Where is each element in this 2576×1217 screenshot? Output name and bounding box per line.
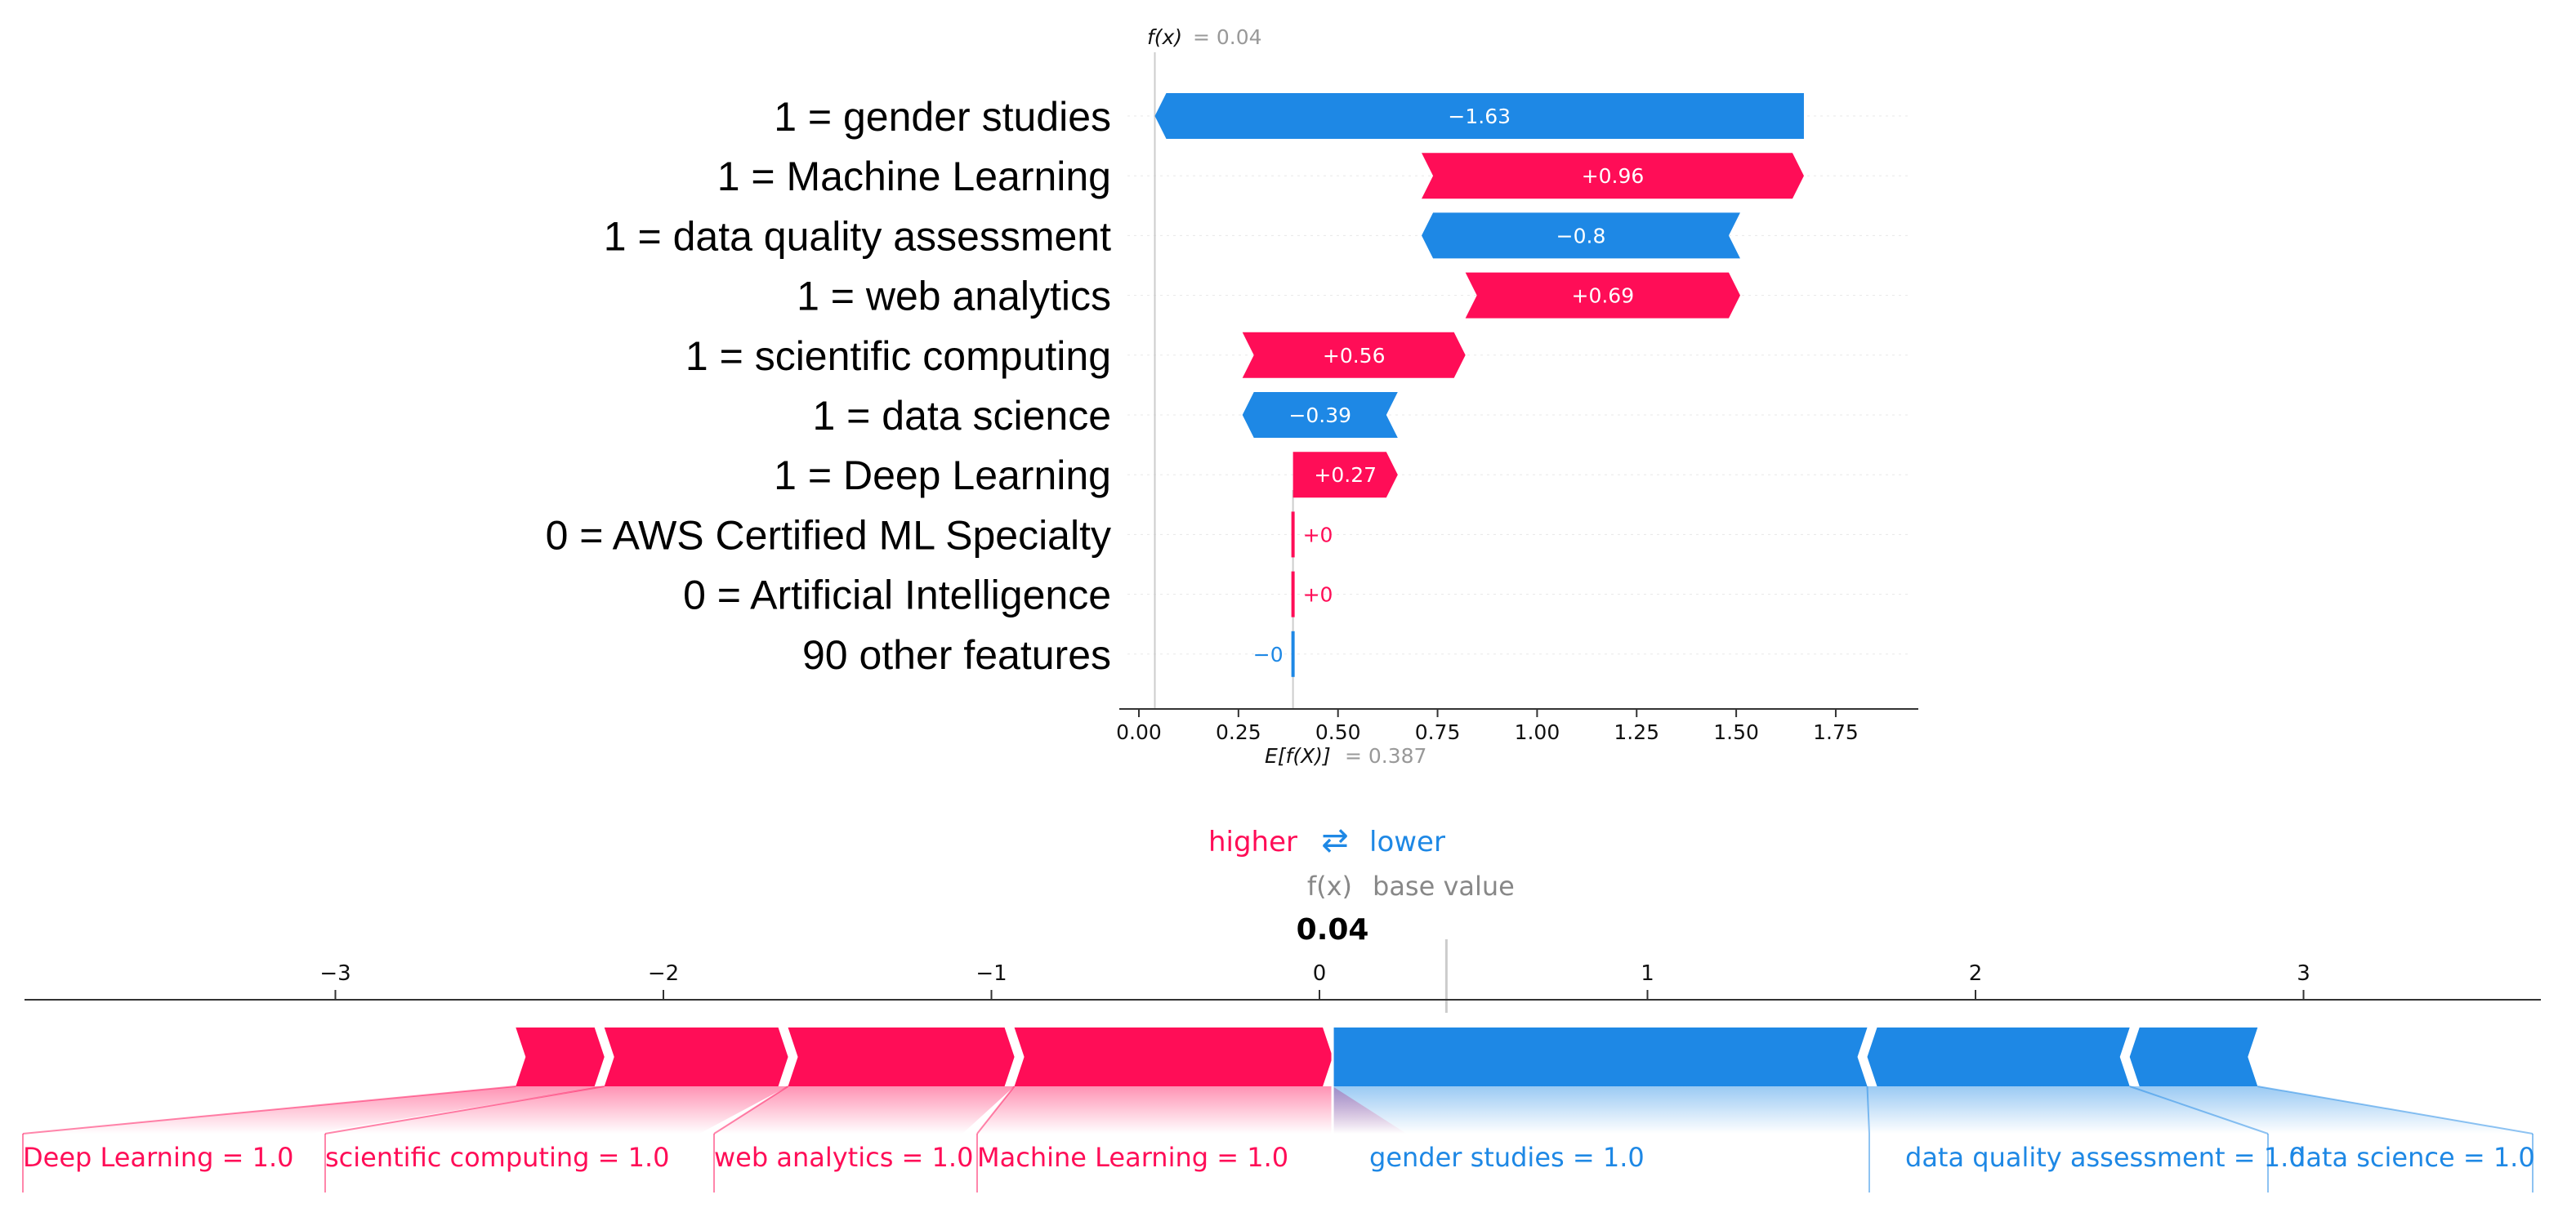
force-positive-bar <box>1014 1028 1333 1086</box>
waterfall-bars <box>1154 93 1804 677</box>
waterfall-x-ticks: 0.00 0.25 0.50 0.75 1.00 1.25 1.50 1.75 <box>1116 709 1859 744</box>
higher-legend: higher <box>1208 826 1297 858</box>
force-tick-label: −2 <box>648 961 679 986</box>
waterfall-feature-label: 1 = gender studies <box>774 94 1111 140</box>
waterfall-feature-label: 0 = AWS Certified ML Specialty <box>546 512 1111 558</box>
force-positive-label: web analytics = 1.0 <box>714 1142 973 1173</box>
force-positive-label: Deep Learning = 1.0 <box>23 1142 293 1173</box>
force-connector-line <box>324 1085 605 1135</box>
waterfall-feature-label: 0 = Artificial Intelligence <box>683 573 1111 618</box>
force-positive-connector <box>23 1086 605 1134</box>
waterfall-bar <box>1465 272 1740 319</box>
force-negative-bar <box>1333 1028 1868 1086</box>
waterfall-base-value: = 0.387 <box>1345 744 1426 768</box>
waterfall-bar <box>1291 631 1295 677</box>
force-tick-label: 1 <box>1641 961 1654 986</box>
waterfall-bar <box>1422 153 1804 199</box>
waterfall-tick-label: 0.25 <box>1216 720 1261 744</box>
waterfall-value-label: −0 <box>1253 643 1284 666</box>
waterfall-tick-label: 0.00 <box>1116 720 1162 744</box>
force-positive-connector <box>714 1086 1015 1134</box>
waterfall-value-label: +0 <box>1303 583 1333 607</box>
waterfall-feature-label: 1 = scientific computing <box>685 333 1111 379</box>
waterfall-value-label: +0.56 <box>1323 344 1386 368</box>
force-tick-label: 3 <box>2297 961 2310 986</box>
force-negative-connector <box>2129 1086 2533 1134</box>
waterfall-value-label: −0.8 <box>1556 224 1606 247</box>
waterfall-tick-label: 0.50 <box>1315 720 1361 744</box>
force-label-connectors <box>22 1085 2534 1192</box>
waterfall-value-label: +0.69 <box>1572 284 1635 308</box>
waterfall-feature-label: 1 = data quality assessment <box>604 213 1111 259</box>
force-tick-label: −3 <box>319 961 350 986</box>
force-positive-connector <box>977 1086 1407 1134</box>
force-positive-connector <box>325 1086 788 1134</box>
force-connector-line <box>2257 1085 2534 1135</box>
waterfall-fx-value: = 0.04 <box>1193 25 1262 49</box>
force-negative-label: data science = 1.0 <box>2289 1142 2535 1173</box>
waterfall-bar <box>1291 571 1295 617</box>
force-negative-bar <box>2129 1028 2258 1086</box>
waterfall-value-label: +0 <box>1303 523 1333 546</box>
waterfall-feature-label: 1 = Deep Learning <box>774 452 1111 498</box>
waterfall-bar <box>1422 212 1740 259</box>
waterfall-tick-label: 1.75 <box>1813 720 1859 744</box>
waterfall-bar <box>1291 511 1295 558</box>
force-positive-bar <box>516 1028 605 1086</box>
force-connector-line <box>976 1085 1016 1135</box>
waterfall-feature-labels: 1 = gender studies 1 = Machine Learning 1 … <box>546 94 1112 678</box>
waterfall-tick-label: 0.75 <box>1415 720 1461 744</box>
force-feature-labels: Deep Learning = 1.0 scientific computing … <box>23 1142 2535 1173</box>
force-tick-label: −1 <box>975 961 1007 986</box>
force-positive-bar <box>788 1028 1015 1086</box>
waterfall-tick-label: 1.00 <box>1515 720 1560 744</box>
force-negative-label: gender studies = 1.0 <box>1369 1142 1645 1173</box>
force-connector-line <box>713 1085 789 1135</box>
force-tick-label: 0 <box>1313 961 1327 986</box>
waterfall-tick-label: 1.25 <box>1614 720 1659 744</box>
force-connector-line <box>22 1085 516 1135</box>
force-base-value-label: base value <box>1373 871 1515 902</box>
waterfall-tick-label: 1.50 <box>1713 720 1759 744</box>
swap-arrows-icon: ⇄ <box>1321 822 1349 859</box>
waterfall-bar <box>1242 392 1398 438</box>
waterfall-feature-label: 1 = data science <box>812 393 1111 439</box>
waterfall-value-label: +0.96 <box>1582 164 1645 188</box>
waterfall-value-label: −0.39 <box>1288 403 1351 427</box>
waterfall-value-label: −1.63 <box>1448 105 1511 128</box>
force-tick-label: 2 <box>1969 961 1983 986</box>
force-bars <box>516 1028 2258 1192</box>
waterfall-bar <box>1242 332 1466 378</box>
lower-legend: lower <box>1369 826 1445 858</box>
waterfall-value-labels: −1.63 +0.96 −0.8 +0.69 +0.56 −0.39 +0.27 +0 +0 −0 <box>1253 105 1645 666</box>
force-negative-connector <box>1333 1086 1869 1134</box>
force-positive-bar <box>604 1028 788 1086</box>
waterfall-feature-label: 1 = web analytics <box>797 274 1111 319</box>
force-output-value: 0.04 <box>1297 913 1369 947</box>
force-negative-connector <box>1867 1086 2268 1134</box>
waterfall-base-label: E[f(X)] <box>1265 744 1331 768</box>
force-negative-label: data quality assessment = 1.0 <box>1905 1142 2306 1173</box>
waterfall-value-label: +0.27 <box>1314 463 1377 487</box>
waterfall-bar <box>1292 452 1398 498</box>
force-positive-label: scientific computing = 1.0 <box>325 1142 670 1173</box>
force-positive-label: Machine Learning = 1.0 <box>977 1142 1288 1173</box>
waterfall-bar <box>1154 93 1804 139</box>
waterfall-plot: f(x) = 0.04 1 = gender studies 1 = Machin… <box>546 25 1918 768</box>
force-negative-bar <box>1867 1028 2130 1086</box>
force-plot: higher ⇄ lower f(x) base value 0.04 −3 −2… <box>22 822 2541 1192</box>
force-axis-ticks: −3 −2 −1 0 1 2 3 <box>319 961 2310 1000</box>
force-fx-label: f(x) <box>1307 871 1352 902</box>
waterfall-feature-label: 1 = Machine Learning <box>717 154 1111 199</box>
waterfall-feature-label: 90 other features <box>802 632 1111 678</box>
waterfall-fx-label: f(x) <box>1147 25 1182 49</box>
